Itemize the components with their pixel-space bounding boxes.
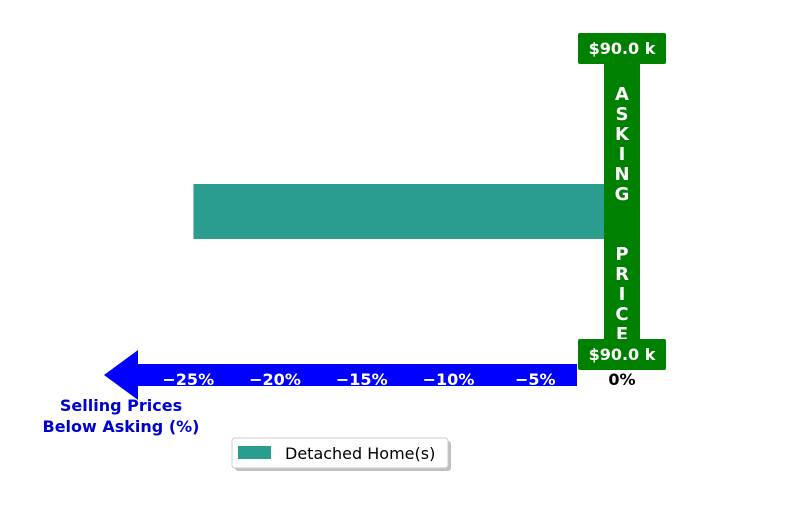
x-axis-caption-line-2: Below Asking (%) <box>43 417 200 436</box>
asking-price-letter-11: C <box>615 304 628 325</box>
x-axis-arrow <box>104 350 577 400</box>
bar-0-0 <box>193 184 622 239</box>
asking-price-top-label: $90.0 k <box>589 39 656 58</box>
asking-price-bottom-badge <box>578 339 666 370</box>
x-tick-label-5: 0% <box>608 370 635 389</box>
legend: Detached Home(s) <box>231 437 451 471</box>
legend-swatch <box>238 446 271 459</box>
x-tick-label-1: −20% <box>249 370 301 389</box>
asking-price-letter-0: A <box>615 84 629 105</box>
asking-price-letter-1: S <box>616 104 629 125</box>
asking-price-bar <box>604 48 640 354</box>
legend-box <box>231 437 449 469</box>
legend-label: Detached Home(s) <box>285 444 435 463</box>
asking-price-top-badge <box>578 33 666 64</box>
asking-price-letter-10: I <box>619 284 626 305</box>
bars-group <box>193 184 622 239</box>
asking-price-letter-3: I <box>619 144 626 165</box>
asking-price-letter-9: R <box>615 264 629 285</box>
asking-price-letter-4: N <box>614 164 629 185</box>
asking-price-letter-8: P <box>615 244 628 265</box>
x-tick-label-4: −5% <box>515 370 556 389</box>
x-axis-caption-line-1: Selling Prices <box>60 396 182 415</box>
asking-price-bottom-label: $90.0 k <box>589 345 656 364</box>
x-tick-label-0: −25% <box>162 370 214 389</box>
asking-price-letter-5: G <box>615 184 630 205</box>
asking-price-letter-2: K <box>615 124 630 145</box>
x-tick-labels: −25% −20% −15% −10% −5% 0% <box>162 370 635 389</box>
x-tick-label-3: −10% <box>423 370 475 389</box>
x-tick-label-2: −15% <box>336 370 388 389</box>
